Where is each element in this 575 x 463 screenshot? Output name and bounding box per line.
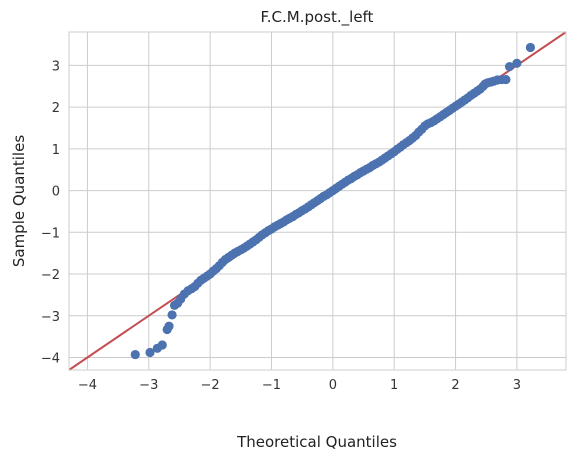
y-tick-labels: −4 −3 −2 −1 0 1 2 3 bbox=[41, 59, 60, 366]
x-tick-label: 0 bbox=[329, 378, 337, 393]
data-point bbox=[512, 58, 522, 68]
grid-lines bbox=[69, 32, 566, 370]
data-point bbox=[525, 42, 536, 53]
y-tick-label: 3 bbox=[52, 59, 60, 74]
data-points bbox=[130, 42, 536, 360]
y-tick-label: 1 bbox=[52, 143, 60, 158]
data-point bbox=[145, 347, 155, 358]
y-tick-label: 2 bbox=[52, 101, 60, 116]
y-tick-label: −1 bbox=[41, 226, 60, 241]
y-axis-label: Sample Quantiles bbox=[10, 135, 28, 267]
y-tick-label: −2 bbox=[41, 268, 60, 283]
x-tick-label: −3 bbox=[139, 378, 158, 393]
x-tick-label: 2 bbox=[451, 378, 459, 393]
x-tick-label: 3 bbox=[513, 378, 521, 393]
data-point bbox=[504, 62, 515, 72]
x-axis-label: Theoretical Quantiles bbox=[236, 433, 397, 451]
x-tick-labels: −4 −3 −2 −1 0 1 2 3 bbox=[78, 378, 521, 393]
data-point bbox=[167, 310, 177, 320]
chart-title: F.C.M.post._left bbox=[261, 8, 374, 27]
data-point bbox=[130, 349, 140, 360]
plot-frame bbox=[68, 31, 567, 371]
y-tick-label: 0 bbox=[52, 185, 60, 200]
data-point bbox=[164, 321, 174, 331]
x-tick-label: −2 bbox=[201, 378, 220, 393]
y-tick-label: −3 bbox=[41, 310, 60, 325]
data-point bbox=[501, 74, 511, 85]
y-tick-label: −4 bbox=[41, 351, 60, 366]
x-tick-label: 1 bbox=[390, 378, 398, 393]
x-tick-label: −4 bbox=[78, 378, 97, 393]
x-tick-label: −1 bbox=[262, 378, 281, 393]
data-point bbox=[157, 340, 167, 350]
